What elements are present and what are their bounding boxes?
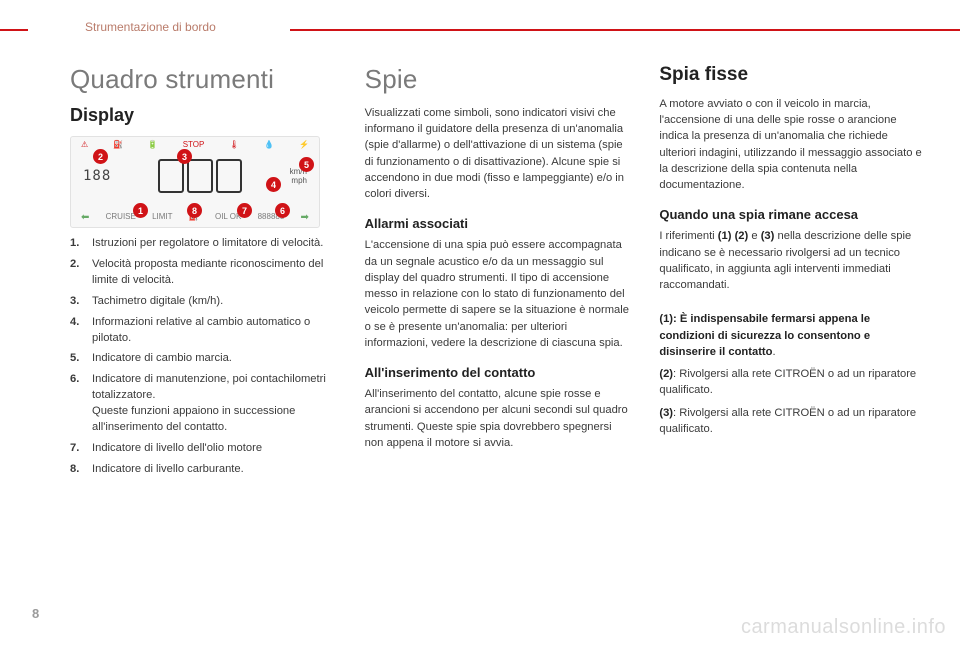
cluster-digit-boxes <box>158 159 242 193</box>
section-title: Spia fisse <box>659 64 924 86</box>
columns: Quadro strumenti Display ⚠⛽🔋STOP🌡💧⚡ 188 … <box>70 64 924 483</box>
section-title: Quadro strumenti <box>70 64 335 95</box>
cluster-top-icons: ⚠⛽🔋STOP🌡💧⚡ <box>81 140 309 149</box>
watermark: carmanualsonline.info <box>741 616 946 639</box>
subheading: All'inserimento del contatto <box>365 365 630 380</box>
list-item: 6.Indicatore di manutenzione, poi contac… <box>70 372 335 436</box>
column-1: Quadro strumenti Display ⚠⛽🔋STOP🌡💧⚡ 188 … <box>70 64 335 483</box>
page-number: 8 <box>32 606 39 621</box>
callout-marker-3: 3 <box>177 149 192 164</box>
list-item: 4.Informazioni relative al cambio automa… <box>70 315 335 347</box>
breadcrumb: Strumentazione di bordo <box>85 20 216 34</box>
section-title: Spie <box>365 64 630 95</box>
list-item: 2.Velocità proposta mediante riconoscime… <box>70 257 335 289</box>
list-item: 3.Tachimetro digitale (km/h). <box>70 294 335 310</box>
callout-marker-1: 1 <box>133 203 148 218</box>
column-3: Spia fisse A motore avviato o con il vei… <box>659 64 924 483</box>
body-text: Visualizzati come simboli, sono indicato… <box>365 105 630 202</box>
body-text: All'inserimento del contatto, alcune spi… <box>365 386 630 451</box>
body-text: L'accensione di una spia può essere acco… <box>365 237 630 351</box>
instrument-cluster-figure: ⚠⛽🔋STOP🌡💧⚡ 188 km/hmph ⬅ CRUISE LIMIT ⛽ … <box>70 136 320 228</box>
subheading: Allarmi associati <box>365 216 630 231</box>
list-item: 8.Indicatore di livello carburante. <box>70 462 335 478</box>
subheading: Quando una spia rimane accesa <box>659 207 924 222</box>
body-text: (1): È indispensabile fermarsi appena le… <box>659 311 924 360</box>
body-text: (3): Rivolgersi alla rete CITROËN o ad u… <box>659 405 924 437</box>
list-item: 1.Istruzioni per regolatore o limitatore… <box>70 236 335 252</box>
cluster-speed: 188 <box>83 168 111 184</box>
body-text: A motore avviato o con il veicolo in mar… <box>659 96 924 193</box>
callout-marker-4: 4 <box>266 177 281 192</box>
manual-page: Strumentazione di bordo 8 Quadro strumen… <box>0 0 960 649</box>
body-text: (2): Rivolgersi alla rete CITROËN o ad u… <box>659 366 924 398</box>
callout-marker-2: 2 <box>93 149 108 164</box>
callout-marker-8: 8 <box>187 203 202 218</box>
callout-marker-6: 6 <box>275 203 290 218</box>
legend-list: 1.Istruzioni per regolatore o limitatore… <box>70 236 335 478</box>
body-text: I riferimenti (1) (2) e (3) nella descri… <box>659 228 924 293</box>
accent-bar-left <box>0 29 28 31</box>
list-item: 5.Indicatore di cambio marcia. <box>70 351 335 367</box>
callout-marker-5: 5 <box>299 157 314 172</box>
callout-marker-7: 7 <box>237 203 252 218</box>
accent-bar <box>290 29 960 31</box>
section-subtitle: Display <box>70 105 335 126</box>
column-2: Spie Visualizzati come simboli, sono ind… <box>365 64 630 483</box>
list-item: 7.Indicatore di livello dell'olio motore <box>70 441 335 457</box>
